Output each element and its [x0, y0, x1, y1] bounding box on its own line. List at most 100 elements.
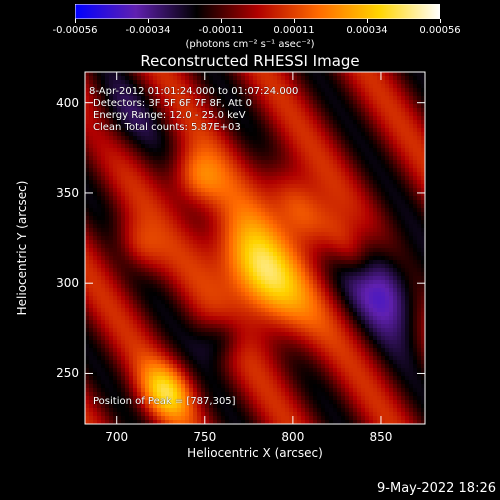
heatmap-cell: [233, 240, 237, 244]
heatmap-cell: [117, 216, 121, 220]
heatmap-cell: [313, 280, 317, 284]
heatmap-cell: [341, 228, 345, 232]
heatmap-cell: [85, 196, 89, 200]
heatmap-cell: [233, 296, 237, 300]
heatmap-cell: [357, 152, 361, 156]
heatmap-cell: [293, 148, 297, 152]
heatmap-cell: [201, 160, 205, 164]
heatmap-cell: [253, 208, 257, 212]
heatmap-cell: [349, 244, 353, 248]
heatmap-cell: [213, 232, 217, 236]
heatmap-cell: [409, 152, 413, 156]
heatmap-cell: [361, 196, 365, 200]
heatmap-cell: [201, 292, 205, 296]
heatmap-cell: [269, 244, 273, 248]
heatmap-cell: [405, 96, 409, 100]
heatmap-cell: [373, 152, 377, 156]
heatmap-cell: [277, 256, 281, 260]
heatmap-cell: [157, 152, 161, 156]
heatmap-cell: [273, 260, 277, 264]
heatmap-cell: [273, 100, 277, 104]
heatmap-cell: [301, 248, 305, 252]
heatmap-cell: [265, 192, 269, 196]
heatmap-cell: [309, 192, 313, 196]
heatmap-cell: [337, 124, 341, 128]
heatmap-cell: [161, 256, 165, 260]
heatmap-cell: [221, 136, 225, 140]
heatmap-cell: [209, 280, 213, 284]
heatmap-cell: [301, 288, 305, 292]
heatmap-cell: [421, 216, 425, 220]
heatmap-cell: [285, 80, 289, 84]
heatmap-cell: [133, 284, 137, 288]
heatmap-cell: [341, 116, 345, 120]
heatmap-cell: [177, 148, 181, 152]
heatmap-cell: [201, 212, 205, 216]
heatmap-cell: [413, 104, 417, 108]
heatmap-cell: [149, 200, 153, 204]
heatmap-cell: [369, 300, 373, 304]
heatmap-cell: [213, 304, 217, 308]
heatmap-cell: [321, 92, 325, 96]
heatmap-cell: [421, 184, 425, 188]
heatmap-cell: [385, 168, 389, 172]
heatmap-cell: [133, 180, 137, 184]
heatmap-cell: [233, 224, 237, 228]
heatmap-cell: [337, 112, 341, 116]
heatmap-cell: [341, 204, 345, 208]
heatmap-cell: [189, 184, 193, 188]
heatmap-cell: [273, 156, 277, 160]
heatmap-cell: [129, 200, 133, 204]
heatmap-cell: [369, 220, 373, 224]
heatmap-cell: [405, 264, 409, 268]
heatmap-cell: [401, 108, 405, 112]
heatmap-cell: [349, 224, 353, 228]
heatmap-cell: [141, 220, 145, 224]
heatmap-cell: [85, 72, 89, 76]
colorbar-unit-label: (photons cm⁻² s⁻¹ asec⁻²): [185, 39, 315, 50]
heatmap-cell: [293, 108, 297, 112]
heatmap-cell: [381, 248, 385, 252]
heatmap-cell: [141, 172, 145, 176]
heatmap-cell: [369, 176, 373, 180]
heatmap-cell: [333, 208, 337, 212]
heatmap-cell: [321, 260, 325, 264]
heatmap-cell: [305, 284, 309, 288]
heatmap-cell: [313, 76, 317, 80]
heatmap-cell: [377, 72, 381, 76]
heatmap-cell: [229, 136, 233, 140]
heatmap-cell: [353, 156, 357, 160]
heatmap-cell: [269, 176, 273, 180]
heatmap-cell: [417, 176, 421, 180]
heatmap-cell: [213, 244, 217, 248]
heatmap-cell: [405, 152, 409, 156]
heatmap-cell: [221, 196, 225, 200]
heatmap-cell: [201, 236, 205, 240]
heatmap-cell: [293, 220, 297, 224]
heatmap-cell: [237, 252, 241, 256]
heatmap-cell: [117, 152, 121, 156]
heatmap-cell: [341, 208, 345, 212]
heatmap-cell: [229, 220, 233, 224]
heatmap-cell: [261, 264, 265, 268]
heatmap-cell: [273, 108, 277, 112]
heatmap-cell: [317, 76, 321, 80]
heatmap-cell: [349, 208, 353, 212]
heatmap-cell: [325, 280, 329, 284]
heatmap-cell: [369, 120, 373, 124]
heatmap-cell: [201, 228, 205, 232]
heatmap-cell: [201, 192, 205, 196]
heatmap-cell: [409, 76, 413, 80]
heatmap-cell: [393, 76, 397, 80]
heatmap-cell: [225, 244, 229, 248]
heatmap-cell: [197, 288, 201, 292]
heatmap-cell: [117, 196, 121, 200]
heatmap-cell: [129, 168, 133, 172]
heatmap-cell: [365, 168, 369, 172]
heatmap-cell: [141, 224, 145, 228]
heatmap-cell: [253, 280, 257, 284]
heatmap-cell: [261, 228, 265, 232]
heatmap-cell: [205, 304, 209, 308]
heatmap-cell: [381, 204, 385, 208]
heatmap-cell: [225, 248, 229, 252]
